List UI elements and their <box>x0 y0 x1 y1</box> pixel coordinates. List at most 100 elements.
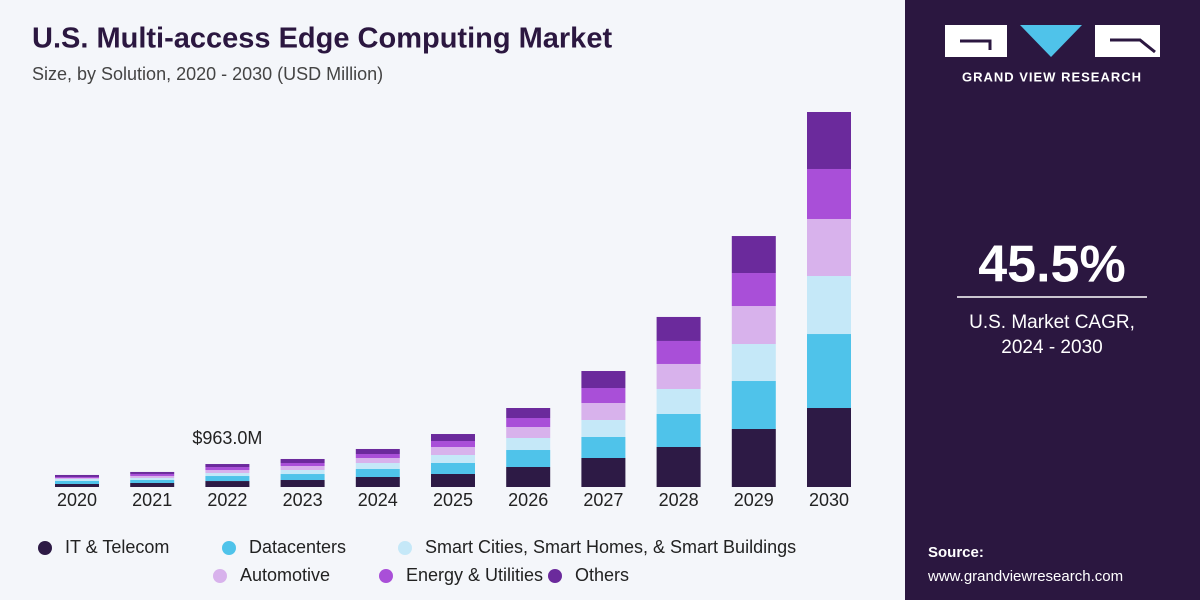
bar-segment <box>205 467 250 471</box>
cagr-label: 2024 - 2030 <box>1001 337 1102 358</box>
x-tick-label: 2024 <box>358 490 398 510</box>
bar-segment <box>506 438 551 451</box>
bar-segment <box>280 465 325 471</box>
bar-segment <box>355 458 400 464</box>
bar-segment <box>55 483 99 487</box>
bar-segment <box>205 481 250 487</box>
x-tick-label: 2026 <box>508 490 548 510</box>
bar-segment <box>55 477 99 479</box>
x-tick-label: 2025 <box>433 490 473 510</box>
logo-stroke <box>1110 38 1156 54</box>
legend-label: Energy & Utilities <box>406 565 543 585</box>
bar-segment <box>731 273 776 307</box>
bar-segment <box>731 344 776 382</box>
bar-segment <box>280 480 325 487</box>
x-tick-label: 2021 <box>132 490 172 510</box>
bar-segment <box>807 168 851 219</box>
x-tick-label: 2020 <box>57 490 97 510</box>
bar-segment <box>355 477 400 487</box>
bar-segment <box>355 469 400 478</box>
annotation: $963.0M <box>192 428 262 448</box>
bar-segment <box>656 388 701 414</box>
legend-label: Datacenters <box>249 537 346 557</box>
bar-segment <box>130 479 175 483</box>
bar-segment <box>55 480 99 484</box>
chart-subtitle: Size, by Solution, 2020 - 2030 (USD Mill… <box>32 64 383 84</box>
bar-segment <box>656 363 701 389</box>
bar-segment <box>581 458 626 487</box>
bar-segment <box>581 420 626 438</box>
bar-segment <box>431 454 475 463</box>
bar-segment <box>506 427 551 439</box>
bar-segment <box>731 236 776 274</box>
sidebar-background <box>905 0 1200 600</box>
bar-segment <box>205 476 250 482</box>
bar-segment <box>807 276 851 335</box>
logo <box>945 25 1160 57</box>
x-tick-label: 2028 <box>659 490 699 510</box>
bar-segment <box>130 482 175 487</box>
x-tick-label: 2030 <box>809 490 849 510</box>
bar-segment <box>731 306 776 345</box>
x-tick-label: 2022 <box>207 490 247 510</box>
bar-segment <box>55 474 99 477</box>
chart-title: U.S. Multi-access Edge Computing Market <box>32 23 612 55</box>
bar-segment <box>205 464 250 468</box>
bar-segment <box>506 450 551 468</box>
bar-segment <box>431 447 475 455</box>
bar-segment <box>130 475 175 478</box>
logo-stroke <box>960 39 992 50</box>
legend-marker <box>222 541 236 555</box>
bar-segment <box>581 388 626 404</box>
cagr-label: U.S. Market CAGR, <box>969 312 1135 333</box>
bar-segment <box>55 478 99 481</box>
bar-segment <box>431 434 475 442</box>
bar-segment <box>581 437 626 459</box>
brand-name: GRAND VIEW RESEARCH <box>962 69 1142 84</box>
legend-marker <box>379 569 393 583</box>
bar-segment <box>280 462 325 466</box>
legend-marker <box>38 541 52 555</box>
bar-segment <box>807 334 851 409</box>
bar-segment <box>431 441 475 448</box>
bar-segment <box>355 448 400 454</box>
logo-triangle <box>1020 25 1082 57</box>
bar-segment <box>656 316 701 341</box>
legend-marker <box>213 569 227 583</box>
bar-segment <box>731 381 776 430</box>
legend-marker <box>548 569 562 583</box>
bar-segment <box>431 462 475 474</box>
legend-label: Smart Cities, Smart Homes, & Smart Build… <box>425 537 796 557</box>
bar-segment <box>130 471 175 474</box>
bar-segment <box>280 458 325 463</box>
legend-label: Others <box>575 565 629 585</box>
bar-segment <box>656 340 701 364</box>
bar-segment <box>280 470 325 475</box>
bar-segment <box>807 112 851 169</box>
bar-segment <box>656 447 701 487</box>
cagr-value: 45.5% <box>978 236 1125 294</box>
x-tick-label: 2027 <box>583 490 623 510</box>
bar-segment <box>506 418 551 428</box>
bar-segment <box>130 473 175 476</box>
bar-segment <box>431 473 475 487</box>
bar-segment <box>506 408 551 419</box>
source-url: www.grandviewresearch.com <box>927 568 1123 585</box>
legend-label: Automotive <box>240 565 330 585</box>
bar-segment <box>581 371 626 389</box>
bar-segment <box>355 463 400 470</box>
bar-segment <box>205 473 250 477</box>
legend-marker <box>398 541 412 555</box>
legend-label: IT & Telecom <box>65 537 169 557</box>
source-label: Source: <box>928 544 984 561</box>
bar-segment <box>807 408 851 487</box>
bar-segment <box>656 413 701 448</box>
x-tick-label: 2023 <box>283 490 323 510</box>
bar-segment <box>355 453 400 459</box>
x-tick-label: 2029 <box>734 490 774 510</box>
bar-segment <box>130 477 175 480</box>
bar-segment <box>55 476 99 478</box>
bar-segment <box>506 467 551 487</box>
bar-segment <box>581 403 626 421</box>
